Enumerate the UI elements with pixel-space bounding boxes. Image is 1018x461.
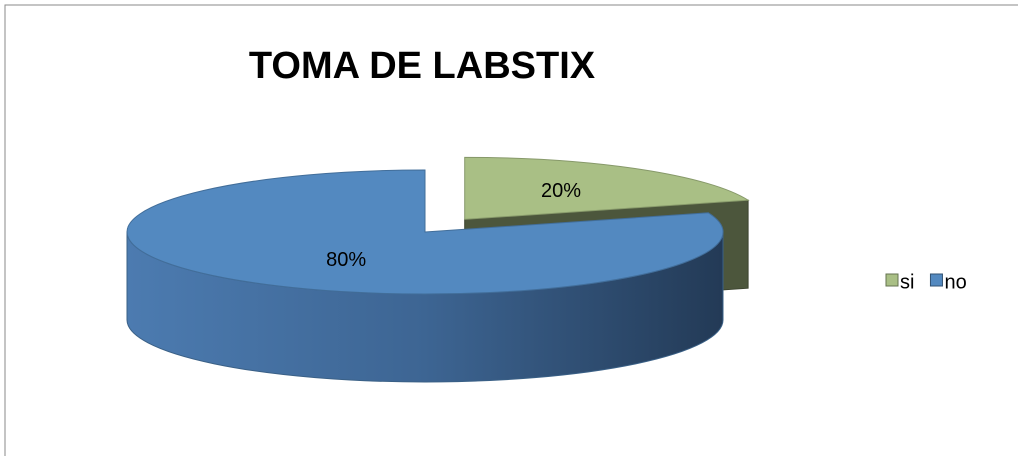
data-label: 20% xyxy=(541,180,581,202)
legend-label: si xyxy=(900,271,914,293)
slice xyxy=(126,169,724,295)
chart-title: TOMA DE LABSTIX xyxy=(249,45,596,87)
slice xyxy=(464,156,750,220)
data-label: 80% xyxy=(326,249,366,271)
legend-swatch xyxy=(885,273,899,287)
legend-label: no xyxy=(944,271,966,293)
legend-swatch xyxy=(929,273,943,287)
